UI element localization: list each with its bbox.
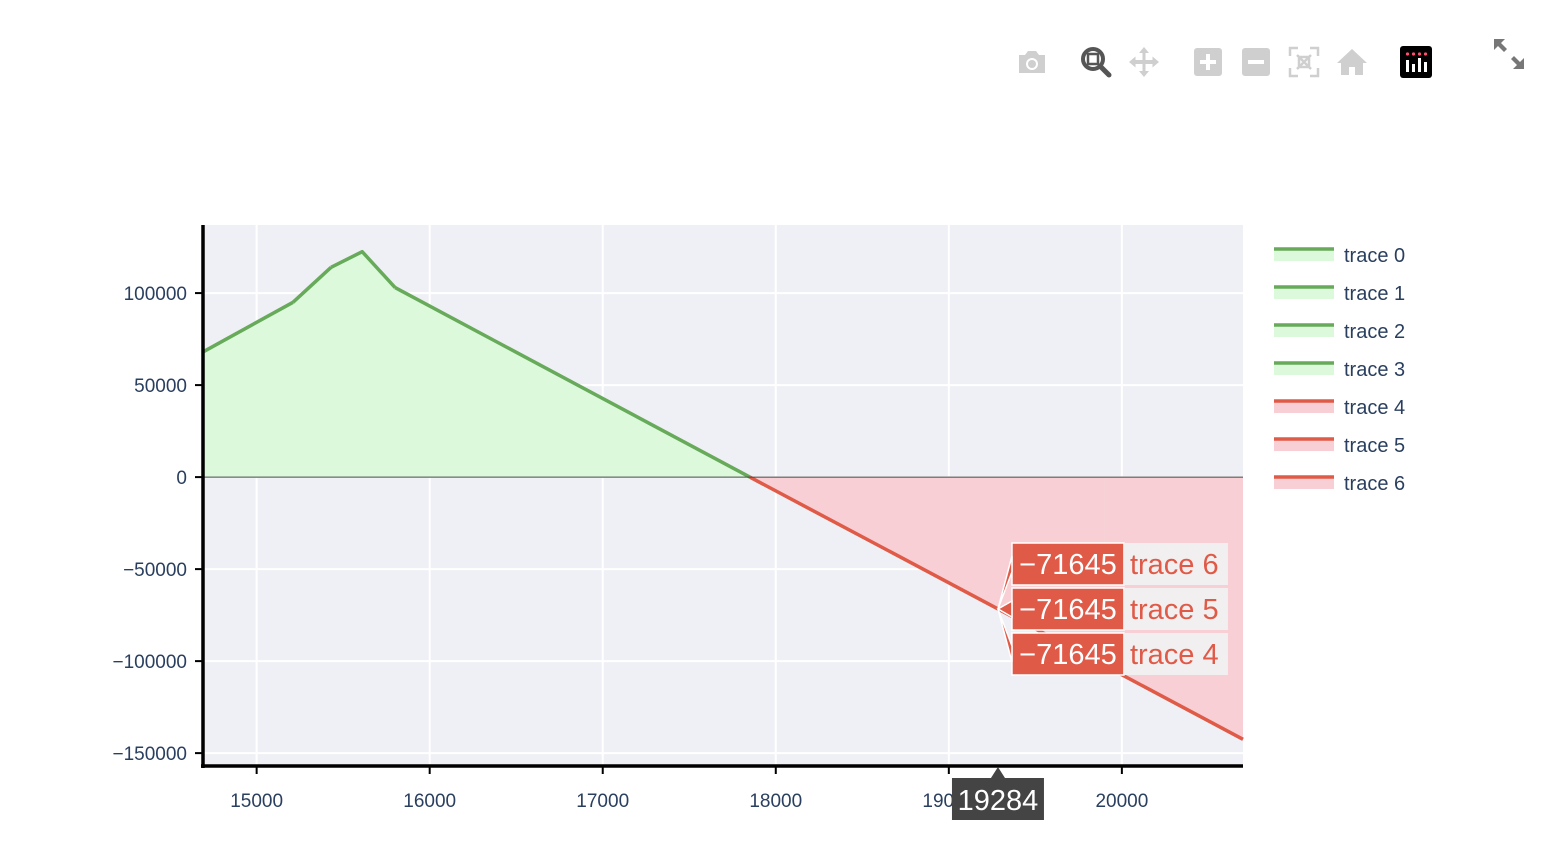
legend-label: trace 5 bbox=[1344, 435, 1405, 457]
hover-trace-name: trace 4 bbox=[1130, 639, 1219, 671]
legend-swatch-fill bbox=[1274, 363, 1334, 375]
series-line-1[interactable] bbox=[291, 266, 333, 304]
legend-item[interactable]: trace 3 bbox=[1274, 359, 1405, 381]
zoom-icon[interactable] bbox=[1074, 40, 1118, 84]
hover-pointer bbox=[997, 555, 1013, 610]
hover-trace-name: trace 5 bbox=[1130, 594, 1219, 626]
hover-pointer bbox=[997, 608, 1013, 663]
x-hover-box bbox=[951, 778, 1044, 820]
series-line-4[interactable] bbox=[749, 475, 999, 611]
legend-label: trace 2 bbox=[1344, 321, 1405, 343]
hover-value-box bbox=[1011, 587, 1125, 631]
legend-swatch-fill bbox=[1274, 325, 1334, 337]
x-tick-label: 18000 bbox=[749, 791, 802, 812]
x-hover-pointer bbox=[990, 767, 1005, 778]
series-fill-0 bbox=[203, 302, 293, 478]
hover-trace-name: trace 6 bbox=[1130, 549, 1219, 581]
legend-item[interactable]: trace 4 bbox=[1274, 397, 1405, 419]
camera-icon[interactable] bbox=[1010, 40, 1054, 84]
hover-name-box bbox=[1123, 588, 1228, 630]
y-tick-label: −100000 bbox=[113, 652, 188, 673]
legend-swatch-fill bbox=[1274, 401, 1334, 413]
x-tick-label: 20000 bbox=[1095, 791, 1148, 812]
hover-name-box bbox=[1123, 543, 1228, 585]
hover-label: −71645 trace 4 bbox=[997, 608, 1228, 676]
legend-item[interactable]: trace 0 bbox=[1274, 245, 1405, 267]
legend-item[interactable]: trace 2 bbox=[1274, 321, 1405, 343]
x-hover-value: 19284 bbox=[958, 785, 1039, 817]
hover-value: −71645 bbox=[1019, 639, 1117, 671]
zoom-in-icon[interactable] bbox=[1186, 40, 1230, 84]
hover-value-box bbox=[1011, 542, 1125, 586]
legend-item[interactable]: trace 1 bbox=[1274, 283, 1405, 305]
fullscreen-icon[interactable] bbox=[1487, 32, 1531, 76]
series-line-6[interactable] bbox=[1103, 663, 1244, 741]
x-tick-label: 15000 bbox=[230, 791, 283, 812]
legend-swatch-fill bbox=[1274, 249, 1334, 261]
series-fill-1 bbox=[292, 267, 332, 478]
hover-value: −71645 bbox=[1019, 594, 1117, 626]
legend-label: trace 3 bbox=[1344, 359, 1405, 381]
x-tick-label: 17000 bbox=[576, 791, 629, 812]
autoscale-icon[interactable] bbox=[1282, 40, 1326, 84]
legend-label: trace 4 bbox=[1344, 397, 1405, 419]
zoom-out-icon[interactable] bbox=[1234, 40, 1278, 84]
series-line-3[interactable] bbox=[394, 286, 751, 479]
pan-icon[interactable] bbox=[1122, 40, 1166, 84]
hover-name-box bbox=[1123, 633, 1228, 675]
legend-item[interactable]: trace 5 bbox=[1274, 435, 1405, 457]
home-icon[interactable] bbox=[1330, 40, 1374, 84]
series-line-2[interactable] bbox=[330, 249, 397, 289]
hover-value: −71645 bbox=[1019, 549, 1117, 581]
legend-label: trace 6 bbox=[1344, 473, 1405, 495]
legend-label: trace 0 bbox=[1344, 245, 1405, 267]
legend-item[interactable]: trace 6 bbox=[1274, 473, 1405, 495]
legend-swatch-fill bbox=[1274, 477, 1334, 489]
hover-value-box bbox=[1011, 632, 1125, 676]
hover-pointer bbox=[996, 599, 1013, 619]
x-hover-label: 19284 bbox=[951, 767, 1044, 820]
y-tick-label: −50000 bbox=[123, 560, 187, 581]
y-tick-label: 0 bbox=[176, 468, 187, 489]
legend-swatch-fill bbox=[1274, 439, 1334, 451]
y-tick-label: 50000 bbox=[134, 376, 187, 397]
hover-label: −71645 trace 5 bbox=[996, 587, 1228, 631]
series-fill-2 bbox=[331, 251, 396, 478]
y-tick-label: 100000 bbox=[124, 284, 187, 305]
y-tick-label: −150000 bbox=[113, 744, 188, 765]
plotly-logo-icon[interactable] bbox=[1394, 40, 1438, 84]
x-tick-label: 16000 bbox=[403, 791, 456, 812]
hover-label: −71645 trace 6 bbox=[997, 542, 1228, 610]
series-line-0[interactable] bbox=[202, 300, 294, 354]
legend-label: trace 1 bbox=[1344, 283, 1405, 305]
legend-swatch-fill bbox=[1274, 287, 1334, 299]
